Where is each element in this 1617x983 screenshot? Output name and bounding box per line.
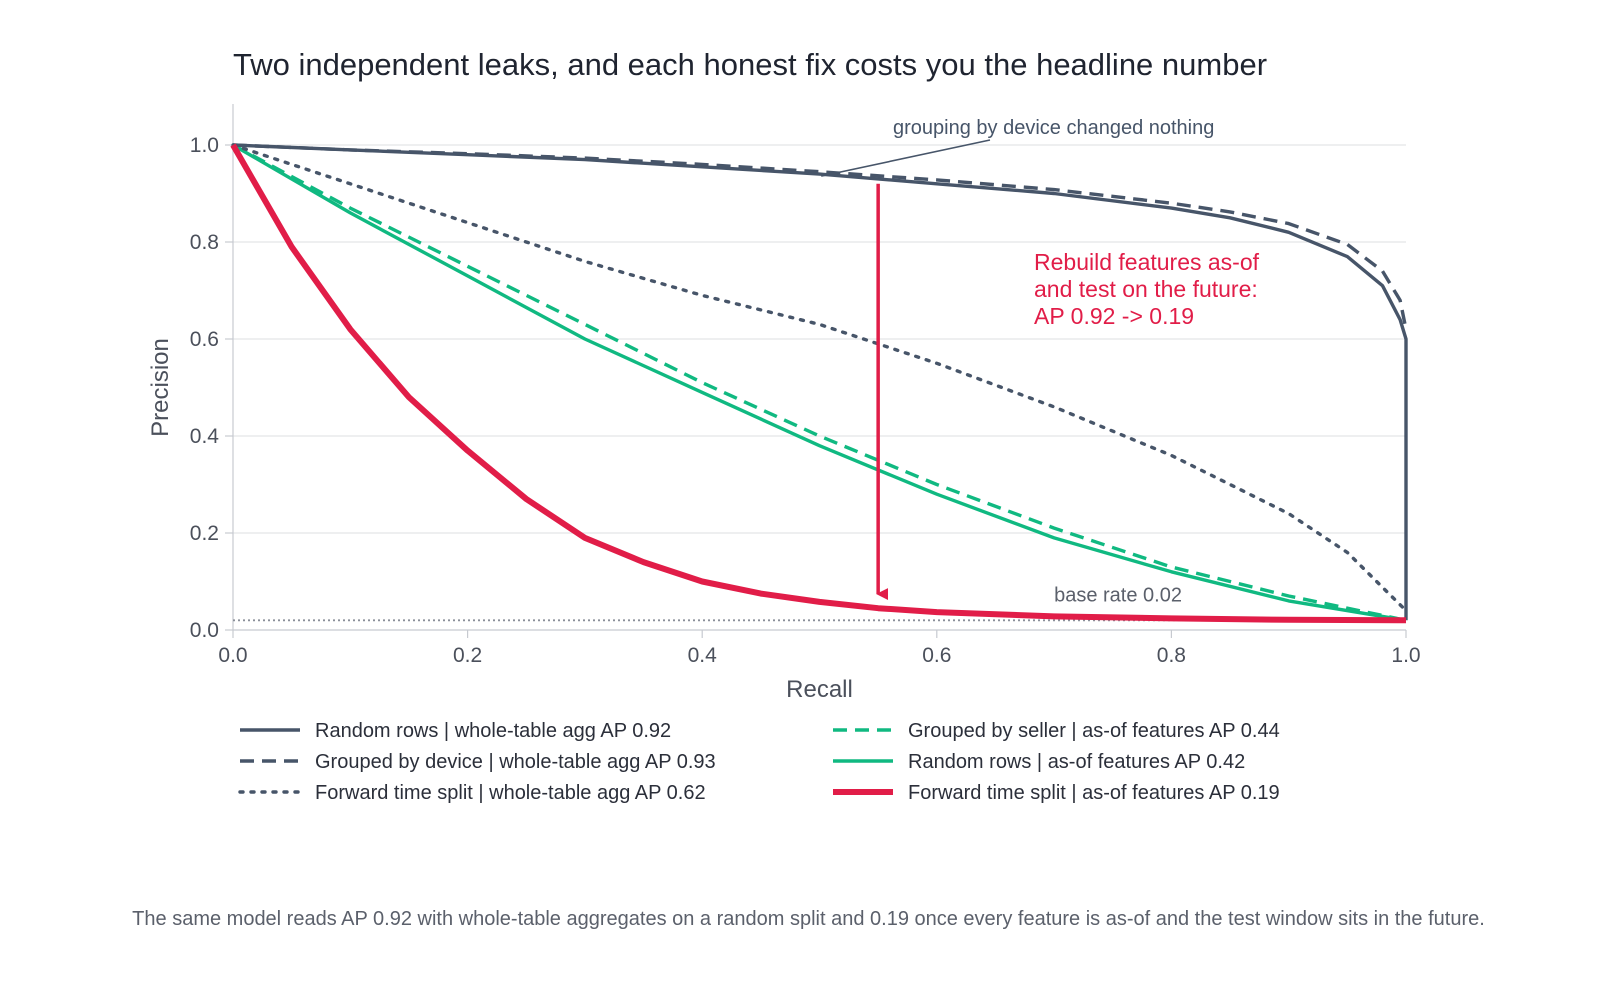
legend-label-6: Forward time split | as-of features AP 0… <box>908 782 1280 804</box>
y-axis-label: Precision <box>147 338 174 437</box>
legend-label-1: Random rows | whole-table agg AP 0.92 <box>315 720 671 742</box>
x-tick-label: 1.0 <box>1391 644 1420 667</box>
chart-title: Two independent leaks, and each honest f… <box>233 47 1267 82</box>
y-tick-label: 0.0 <box>190 619 219 642</box>
series-line-5 <box>232 143 1407 622</box>
y-tick-label: 1.0 <box>190 134 219 157</box>
annotation-rebuild-line-1: Rebuild features as-of <box>1034 249 1260 275</box>
legend-label-4: Grouped by seller | as-of features AP 0.… <box>908 720 1280 742</box>
annotation-leader-line <box>821 139 991 177</box>
x-tick-label: 0.6 <box>922 644 951 667</box>
annotation-rebuild-line-3: AP 0.92 -> 0.19 <box>1034 303 1194 329</box>
base-rate-label: base rate 0.02 <box>1054 584 1182 606</box>
x-tick-label: 0.0 <box>218 644 247 667</box>
annotation-rebuild-line-2: and test on the future: <box>1034 276 1258 302</box>
x-tick-label: 0.2 <box>453 644 482 667</box>
series-line-2 <box>232 143 1408 330</box>
annotation-grouping: grouping by device changed nothing <box>893 117 1214 139</box>
legend-label-5: Random rows | as-of features AP 0.42 <box>908 751 1245 773</box>
x-axis-label: Recall <box>786 676 853 703</box>
chart-caption: The same model reads AP 0.92 with whole-… <box>132 908 1485 930</box>
y-tick-label: 0.6 <box>190 328 219 351</box>
y-tick-label: 0.8 <box>190 231 219 254</box>
y-tick-label: 0.2 <box>190 522 219 545</box>
x-tick-label: 0.4 <box>688 644 718 667</box>
series-line-6 <box>230 143 1407 624</box>
series-line-4 <box>232 143 1407 622</box>
legend-label-2: Grouped by device | whole-table agg AP 0… <box>315 751 716 773</box>
y-tick-label: 0.4 <box>190 425 220 448</box>
legend-label-3: Forward time split | whole-table agg AP … <box>315 782 706 804</box>
precision-recall-chart: Two independent leaks, and each honest f… <box>147 47 1421 804</box>
series-line-3 <box>231 143 1408 613</box>
x-tick-label: 0.8 <box>1157 644 1186 667</box>
series-line-1 <box>232 143 1408 621</box>
chart-svg: Two independent leaks, and each honest f… <box>147 47 1421 804</box>
